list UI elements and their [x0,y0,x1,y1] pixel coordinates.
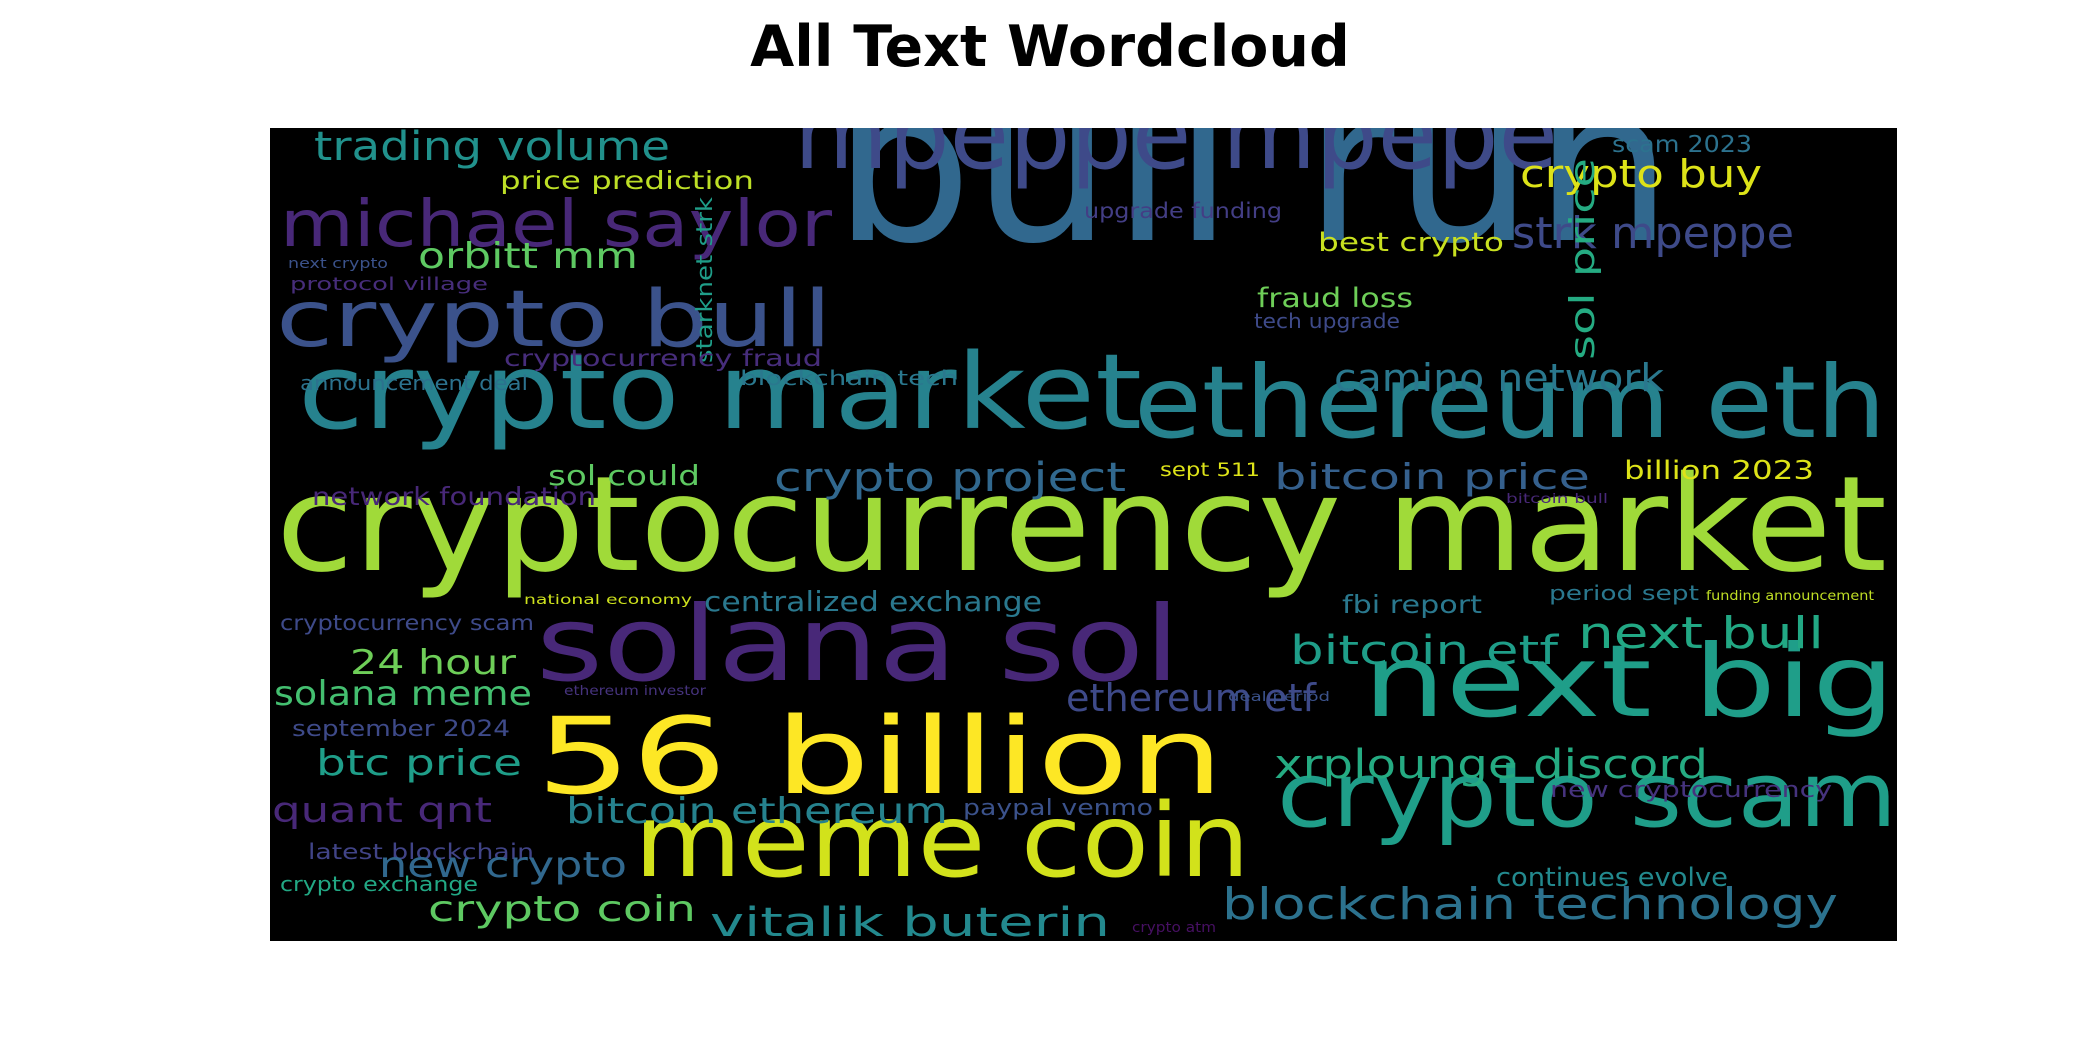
word-trading-volume: trading volume [314,128,670,170]
word-national-economy: national economy [524,593,692,608]
word-strk-mpeppe: strk mpeppe [1512,208,1794,259]
word-bull-run: bull run [833,128,1673,291]
word-new-crypto: new crypto [379,845,627,886]
word-vitalik-buterin: vitalik buterin [710,900,1110,941]
word-scam-2023: scam 2023 [1612,132,1752,158]
word-crypto-buy: crypto buy [1520,152,1762,196]
word-cryptocurrency-fraud: cryptocurrency fraud [504,346,822,372]
word-fraud-loss: fraud loss [1257,283,1413,314]
word-network-foundation: network foundation [312,482,596,511]
word-crypto-bull: crypto bull [276,275,832,365]
word-orbitt-mm: orbitt mm [418,236,638,277]
word-solana-meme: solana meme [274,674,532,714]
word-paypal-venmo: paypal venmo [963,796,1153,821]
word-fbi-report: fbi report [1342,590,1482,619]
word-quant-qnt: quant qnt [272,791,492,831]
word-ethereum-investor: ethereum investor [564,684,707,699]
wordcloud-panel: bull run cryptocurrency market crypto mark… [270,128,1897,941]
word-crypto-exchange: crypto exchange [280,872,478,896]
word-cryptocurrency-market: cryptocurrency market [276,448,1887,602]
word-ethereum-etf: ethereum etf [1066,676,1318,720]
word-bitcoin-etf: bitcoin etf [1290,628,1559,674]
word-michael-saylor: michael saylor [280,188,833,262]
word-blockchain-technology: blockchain technology [1222,879,1838,930]
word-new-cryptocurrency: new cryptocurrency [1550,778,1832,803]
word-solana-sol: solana sol [536,583,1180,705]
word-best-crypto: best crypto [1318,228,1504,258]
word-sol-price: sol price [1563,158,1603,360]
word-crypto-market: crypto market [298,331,1142,453]
word-tech-upgrade: tech upgrade [1254,309,1400,333]
word-crypto-scam: crypto scam [1277,743,1897,848]
word-billion-2023: billion 2023 [1624,456,1814,486]
word-xrplounge-discord: xrplounge discord [1274,742,1708,788]
word-bitcoin-bull: bitcoin bull [1506,492,1608,507]
word-latest-blockchain: latest blockchain [308,840,534,864]
word-camino-network: camino network [1334,356,1664,400]
word-blockchain-tech: blockchain tech [740,366,958,390]
word-continues-evolve: continues evolve [1496,863,1728,893]
word-price-prediction: price prediction [500,166,754,195]
word-mpeppe-mpepe: mpeppe mpepe [794,128,1558,192]
word-announcement-deal: announcement deal [300,371,528,395]
word-period-sept: period sept [1549,581,1699,605]
word-protocol-village: protocol village [290,274,488,295]
word-24-hour: 24 hour [350,643,516,683]
word-cryptocurrency-scam: cryptocurrency scam [280,611,534,635]
word-sol-could: sol could [548,459,700,492]
word-crypto-coin: crypto coin [428,889,696,930]
word-56-billion: 56 billion [536,695,1224,818]
word-next-big: next big [1363,623,1895,740]
word-crypto-atm: crypto atm [1132,920,1216,936]
word-next-crypto: next crypto [288,256,388,272]
word-funding-announcement: funding announcement [1706,589,1874,604]
word-centralized-exchange: centralized exchange [704,585,1042,618]
word-next-bull: next bull [1578,608,1824,659]
word-meme-coin: meme coin [634,782,1250,901]
word-bitcoin-ethereum: bitcoin ethereum [566,791,948,832]
word-bitcoin-price: bitcoin price [1274,457,1590,498]
word-upgrade-funding: upgrade funding [1084,199,1282,223]
word-crypto-project: crypto project [774,455,1126,501]
word-starknet-strk: starknet strk [693,197,718,363]
chart-title: All Text Wordcloud [750,14,1350,80]
word-september-2024: september 2024 [292,717,510,742]
word-sept-511: sept 511 [1160,459,1260,481]
word-ethereum-eth: ethereum eth [1134,344,1886,461]
word-btc-price: btc price [316,743,522,784]
word-deal-period: deal period [1228,690,1330,705]
